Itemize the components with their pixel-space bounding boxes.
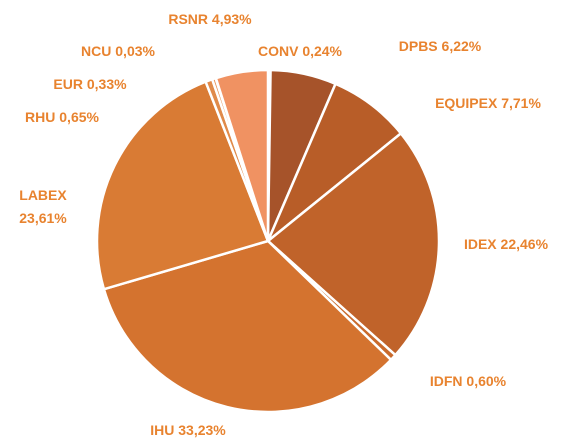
pie-slice <box>102 239 393 414</box>
label-value: 0,24% <box>302 43 342 59</box>
label-name: RHU <box>25 109 55 125</box>
slice-label: LABEX 23,61% <box>19 187 67 226</box>
slice-label: CONV 0,24% <box>258 43 343 59</box>
slice-label: DPBS 6,22% <box>399 38 482 54</box>
label-name: LABEX <box>19 187 67 203</box>
label-name: IDFN <box>430 373 463 389</box>
label-value: 6,22% <box>442 38 482 54</box>
slice-label: RSNR 4,93% <box>168 11 252 27</box>
label-name: EQUIPEX <box>435 95 498 111</box>
label-value: 23,61% <box>19 210 67 226</box>
slice-label: EUR 0,33% <box>53 76 127 92</box>
label-value: 0,33% <box>87 76 127 92</box>
label-name: NCU <box>81 43 111 59</box>
pie-slice <box>214 68 270 242</box>
pie-slice <box>266 131 441 357</box>
label-value: 33,23% <box>178 422 226 438</box>
label-value: 0,03% <box>115 43 155 59</box>
label-value: 22,46% <box>501 236 549 252</box>
label-name: CONV <box>258 43 299 59</box>
slice-label: IDEX 22,46% <box>464 236 549 252</box>
label-name: IDEX <box>464 236 497 252</box>
label-name: RSNR <box>168 11 208 27</box>
label-value: 0,60% <box>466 373 506 389</box>
label-name: EUR <box>53 76 83 92</box>
slice-label: IDFN 0,60% <box>430 373 507 389</box>
label-name: IHU <box>150 422 174 438</box>
slice-label: RHU 0,65% <box>25 109 99 125</box>
slice-label: EQUIPEX 7,71% <box>435 95 541 111</box>
label-name: DPBS <box>399 38 438 54</box>
slice-label: IHU 33,23% <box>150 422 226 438</box>
label-value: 7,71% <box>501 95 541 111</box>
label-value: 0,65% <box>59 109 99 125</box>
slice-label: NCU 0,03% <box>81 43 155 59</box>
label-value: 4,93% <box>212 11 252 27</box>
